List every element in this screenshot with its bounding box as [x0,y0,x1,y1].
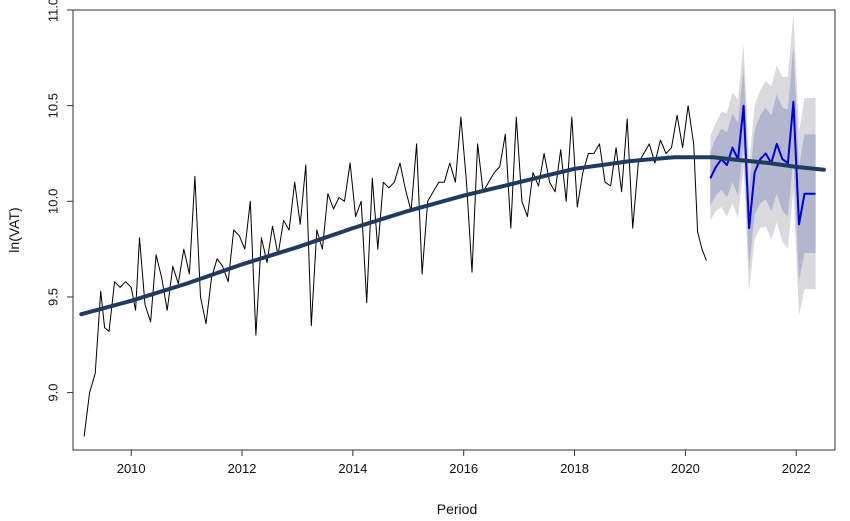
observed-series-line [83,105,707,437]
y-tick-label: 10.5 [46,93,61,118]
series-layer [79,100,826,437]
x-tick-label: 2018 [560,461,589,476]
y-tick-label: 9.5 [46,288,61,306]
x-tick-label: 2016 [449,461,478,476]
forecast-series-line [709,100,816,230]
y-axis: 9.0 9.5 10.0 10.5 11.0 [46,0,73,402]
plot-frame [72,9,836,451]
y-tick-label: 10.0 [46,189,61,214]
trend-series-line [79,155,826,317]
x-tick-label: 2020 [671,461,700,476]
x-tick-label: 2014 [338,461,367,476]
y-tick-label: 11.0 [46,0,61,22]
x-axis: 2010 2012 2014 2016 2018 2020 2022 [117,450,811,476]
x-tick-label: 2012 [228,461,257,476]
y-tick-label: 9.0 [46,384,61,402]
x-tick-label: 2022 [782,461,811,476]
x-axis-title: Period [437,501,477,517]
y-axis-title: ln(VAT) [6,207,22,252]
x-tick-label: 2010 [117,461,146,476]
